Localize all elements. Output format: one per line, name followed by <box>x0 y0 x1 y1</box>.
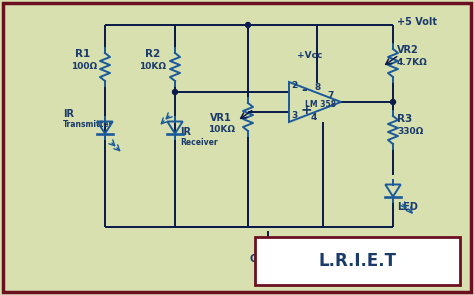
Text: +: + <box>301 103 313 117</box>
Text: Receiver: Receiver <box>180 138 218 147</box>
Text: 2: 2 <box>291 81 297 90</box>
FancyBboxPatch shape <box>3 3 471 292</box>
FancyBboxPatch shape <box>255 237 460 285</box>
Text: VR1: VR1 <box>210 113 232 123</box>
Text: Transmitter: Transmitter <box>63 120 113 129</box>
Text: LM 358: LM 358 <box>305 100 336 109</box>
Text: 7: 7 <box>327 91 333 100</box>
Circle shape <box>391 99 395 104</box>
Text: -: - <box>301 83 307 97</box>
Circle shape <box>246 22 250 27</box>
Text: 3: 3 <box>291 111 297 120</box>
Text: +5 Volt: +5 Volt <box>397 17 437 27</box>
Text: 4: 4 <box>311 113 318 122</box>
Text: LED: LED <box>397 202 418 212</box>
Circle shape <box>173 89 177 94</box>
Text: R2: R2 <box>145 49 160 59</box>
Text: 330Ω: 330Ω <box>397 127 423 136</box>
Text: IR: IR <box>63 109 74 119</box>
Text: VR2: VR2 <box>397 45 419 55</box>
Text: 100Ω: 100Ω <box>71 62 97 71</box>
Text: 4.7KΩ: 4.7KΩ <box>397 58 428 67</box>
Text: L.R.I.E.T: L.R.I.E.T <box>319 252 397 270</box>
Text: 10KΩ: 10KΩ <box>139 62 166 71</box>
Text: R3: R3 <box>397 114 412 124</box>
Text: R1: R1 <box>75 49 90 59</box>
Text: +Vcc: +Vcc <box>297 51 322 60</box>
Text: Ground: Ground <box>250 254 291 264</box>
Text: 10KΩ: 10KΩ <box>208 125 235 134</box>
Text: 8: 8 <box>315 83 321 92</box>
Text: IR: IR <box>180 127 191 137</box>
